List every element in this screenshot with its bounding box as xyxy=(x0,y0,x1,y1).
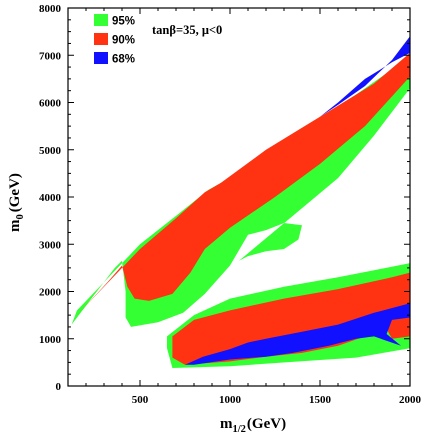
legend-label: 95% xyxy=(112,16,135,28)
x-tick-label: 1500 xyxy=(309,394,332,406)
region-90pct-2 xyxy=(172,272,410,365)
y-tick-label: 1000 xyxy=(39,334,62,346)
y-tick-label: 7000 xyxy=(39,50,62,62)
legend-swatch xyxy=(94,14,108,26)
y-tick-label: 0 xyxy=(56,381,62,393)
legend-swatch xyxy=(94,52,108,64)
y-tick-label: 6000 xyxy=(39,98,62,110)
y-axis-title: m0(GeV) xyxy=(7,173,26,232)
legend-label: 90% xyxy=(112,35,135,47)
y-tick-label: 8000 xyxy=(39,3,62,15)
legend: 95% 90% 68% xyxy=(94,14,135,66)
x-tick-label: 500 xyxy=(132,394,149,406)
legend-label: 68% xyxy=(112,54,135,66)
x-tick-label: 1000 xyxy=(219,394,242,406)
x-tick-label: 2000 xyxy=(399,394,422,406)
y-tick-label: 2000 xyxy=(39,287,62,299)
legend-swatch xyxy=(94,33,108,45)
y-tick-label: 4000 xyxy=(39,192,62,204)
confidence-regions xyxy=(71,36,410,368)
region-68pct-2 xyxy=(185,303,410,365)
y-tick-label: 3000 xyxy=(39,239,62,251)
tick-labels: 500 1000 1500 2000 0 1000 2000 3000 4000 5000 6000… xyxy=(39,3,422,406)
region-90pct-1 xyxy=(77,52,410,316)
y-tick-label: 5000 xyxy=(39,145,62,157)
chart-annotation: tanβ=35, μ<0 xyxy=(152,23,222,37)
x-axis-title: m1/2(GeV) xyxy=(220,416,286,435)
axis-ticks xyxy=(67,7,411,387)
